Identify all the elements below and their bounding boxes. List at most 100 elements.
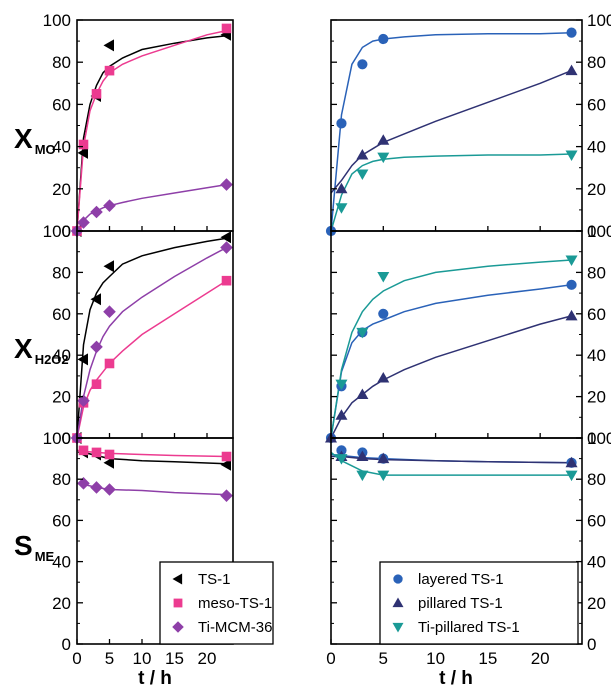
data-point-ts-1-sme [220, 458, 231, 471]
legend-label: TS-1 [198, 571, 231, 588]
y-tick-label-right: 100 [587, 429, 611, 448]
legend-marker [393, 574, 403, 584]
data-point-ti-pillared-ts-1-xh2o2 [356, 327, 369, 339]
data-point-ti-pillared-ts-1-sme [377, 470, 390, 482]
data-point-meso-ts-1-sme [78, 445, 89, 456]
y-tick-label-left: 0 [62, 635, 71, 654]
data-point-ti-mcm-36-sme [103, 483, 116, 496]
data-point-meso-ts-1-xh2o2 [221, 275, 232, 286]
y-axis-title-xmo: X MO [14, 123, 56, 157]
legend-label: pillared TS-1 [418, 595, 503, 612]
data-point-pillared-ts-1-xmo [335, 182, 348, 194]
legend-marker [392, 597, 404, 608]
y-axis-title-xh2o2: X H2O2 [14, 333, 69, 367]
data-point-ti-pillared-ts-1-xh2o2 [335, 379, 348, 391]
x-axis-label-left: t / h [138, 668, 172, 689]
x-axis-label-right: t / h [439, 668, 473, 689]
y-tick-label-left: 80 [52, 470, 71, 489]
data-point-ti-mcm-36-xh2o2 [77, 394, 90, 408]
y-tick-label-right: 40 [587, 138, 606, 157]
panel-frames [76, 19, 583, 645]
y-tick-label-left: 40 [52, 138, 71, 157]
data-point-ts-1-xh2o2 [90, 293, 101, 306]
fit-line-ti-mcm-36-xh2o2 [76, 246, 227, 439]
legend-label: Ti-pillared TS-1 [418, 619, 520, 636]
y-tick-label-right: 100 [587, 222, 611, 241]
legend-label: Ti-MCM-36 [198, 619, 272, 636]
data-point-ti-mcm-36-xmo [77, 216, 90, 229]
y-axis-title-main: X [14, 123, 33, 154]
x-tick-label-right: 0 [326, 649, 335, 668]
y-tick-label-left: 60 [52, 511, 71, 530]
data-point-ts-1-xmo [103, 39, 114, 52]
data-point-pillared-ts-1-xh2o2 [565, 309, 578, 321]
data-point-layered-ts-1-xmo [357, 59, 368, 70]
y-tick-label-right: 20 [587, 388, 606, 407]
panel-frame-left-xh2o2 [76, 230, 234, 439]
data-point-ti-pillared-ts-1-sme [356, 470, 369, 482]
data-point-ts-1-xh2o2 [77, 353, 88, 366]
data-point-meso-ts-1-xmo [104, 65, 115, 76]
y-tick-label-left: 20 [52, 594, 71, 613]
data-point-ti-pillared-ts-1-sme [565, 470, 578, 482]
x-tick-label-left: 0 [72, 649, 81, 668]
legend-marker [172, 573, 183, 585]
y-tick-label-left: 40 [52, 553, 71, 572]
y-tick-label-right: 60 [587, 95, 606, 114]
legend-marker [392, 622, 404, 633]
y-tick-label-left: 60 [52, 95, 71, 114]
y-tick-label-right: 0 [587, 429, 596, 448]
legend-marker [172, 621, 184, 633]
y-tick-label-left: 100 [43, 222, 71, 241]
data-point-ti-pillared-ts-1-xh2o2 [377, 272, 390, 283]
x-tick-label-right: 15 [478, 649, 497, 668]
y-tick-label-left: 0 [62, 222, 71, 241]
data-point-layered-ts-1-xh2o2 [378, 308, 389, 319]
y-tick-label-right: 40 [587, 346, 606, 365]
data-point-layered-ts-1-xmo [566, 27, 577, 38]
data-point-pillared-ts-1-xmo [377, 134, 390, 145]
legends: TS-1 meso-TS-1 Ti-MCM-36 layered TS-1 pillar… [159, 561, 579, 645]
y-axis-title-sub: H2O2 [35, 352, 69, 367]
data-point-ti-pillared-ts-1-xmo [565, 150, 578, 162]
data-point-ti-mcm-36-xh2o2 [103, 305, 116, 319]
data-point-ti-pillared-ts-1-xmo [335, 203, 348, 214]
y-tick-label-left: 80 [52, 53, 71, 72]
data-point-meso-ts-1-xmo [221, 23, 232, 34]
legend-marker [173, 598, 183, 608]
data-point-layered-ts-1-sme [336, 445, 347, 456]
y-tick-label-left: 20 [52, 180, 71, 199]
data-point-ti-mcm-36-sme [220, 489, 233, 502]
y-tick-label-left: 0 [62, 429, 71, 448]
data-point-ti-pillared-ts-1-xmo [377, 152, 390, 164]
y-tick-label-right: 20 [587, 180, 606, 199]
y-tick-label-left: 80 [52, 263, 71, 282]
data-point-ti-mcm-36-sme [77, 477, 90, 490]
data-point-ti-mcm-36-xmo [103, 199, 116, 212]
data-point-ts-1-xh2o2 [220, 231, 231, 244]
data-point-pillared-ts-1-xh2o2 [377, 371, 390, 383]
fit-line-layered-ts-1-xh2o2 [330, 284, 572, 439]
data-point-ti-mcm-36-xmo [220, 178, 233, 191]
y-axis-title-main: S [14, 530, 33, 561]
x-tick-label-right: 20 [531, 649, 550, 668]
y-tick-label-right: 80 [587, 53, 606, 72]
fit-line-ts-1-xh2o2 [76, 237, 227, 439]
y-tick-label-left: 100 [43, 429, 71, 448]
data-points [70, 23, 578, 502]
data-point-ti-mcm-36-xh2o2 [220, 241, 233, 254]
fit-line-pillared-ts-1-xmo [330, 69, 572, 194]
x-tick-label-right: 10 [426, 649, 445, 668]
data-point-layered-ts-1-xh2o2 [566, 279, 577, 290]
y-tick-label-right: 100 [587, 11, 611, 30]
data-point-meso-ts-1-sme [104, 449, 115, 460]
data-point-layered-ts-1-xmo [336, 118, 347, 129]
data-point-ti-pillared-ts-1-xh2o2 [565, 255, 578, 266]
data-point-pillared-ts-1-xmo [356, 149, 369, 160]
data-point-meso-ts-1-xh2o2 [91, 379, 102, 389]
fit-line-ti-pillared-ts-1-xmo [330, 153, 572, 232]
x-tick-label-left: 15 [165, 649, 184, 668]
y-tick-label-right: 60 [587, 305, 606, 324]
